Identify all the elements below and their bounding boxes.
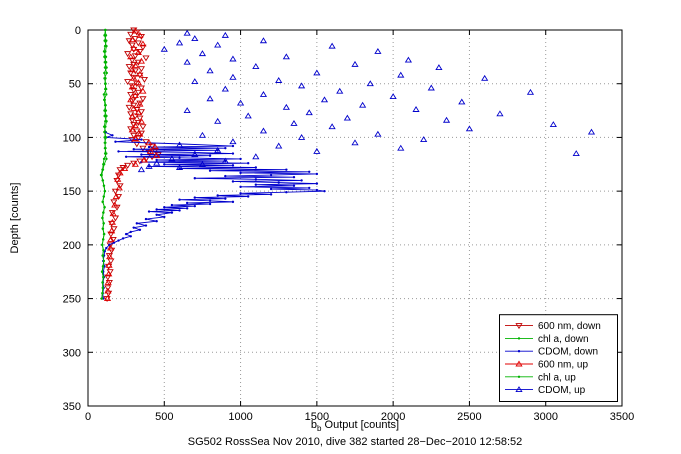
legend-item-cdom-down: CDOM, down xyxy=(505,347,598,358)
legend-item-600-nm-up: 600 nm, up xyxy=(505,360,588,371)
legend-label: 600 nm, up xyxy=(538,360,588,371)
legend-item-chl-a-down: chl a, down xyxy=(505,334,589,345)
svg-text:300: 300 xyxy=(63,347,81,359)
svg-text:0: 0 xyxy=(85,411,91,423)
svg-text:0: 0 xyxy=(75,25,81,37)
legend-item-600-nm-down: 600 nm, down xyxy=(505,321,601,332)
svg-text:200: 200 xyxy=(63,240,81,252)
tick-marks xyxy=(87,29,623,407)
svg-text:500: 500 xyxy=(155,411,173,423)
x-axis-label-rest: Output [counts] xyxy=(321,419,400,431)
series-cdom-up xyxy=(137,29,596,173)
svg-text:250: 250 xyxy=(63,294,81,306)
svg-text:3500: 3500 xyxy=(610,411,634,423)
svg-text:1000: 1000 xyxy=(228,411,252,423)
svg-text:50: 50 xyxy=(69,79,81,91)
svg-text:2500: 2500 xyxy=(457,411,481,423)
legend-label: chl a, up xyxy=(538,372,576,383)
figure-title: SG502 RossSea Nov 2010, dive 382 started… xyxy=(187,436,523,448)
legend: 600 nm, down chl a, down CDOM, down 600 nm,… xyxy=(499,314,618,403)
series-chl-a-up xyxy=(100,28,108,300)
x-axis-label-base: b xyxy=(310,419,318,431)
svg-text:2000: 2000 xyxy=(381,411,405,423)
y-tick-labels: 0 50 100 150 200 250 300 350 xyxy=(63,25,81,413)
axes-box xyxy=(87,29,623,407)
legend-label: CDOM, up xyxy=(538,385,586,396)
y-axis-label: Depth [counts] xyxy=(9,182,21,254)
legend-label: 600 nm, down xyxy=(538,321,601,332)
legend-label: chl a, down xyxy=(538,334,589,345)
series-600-nm-down xyxy=(103,27,162,303)
series-600-nm-up xyxy=(103,27,161,302)
svg-text:1500: 1500 xyxy=(305,411,329,423)
series-cdom-down xyxy=(101,130,326,300)
legend-item-chl-a-up: chl a, up xyxy=(505,372,576,383)
svg-text:350: 350 xyxy=(63,401,81,413)
x-tick-labels: 0 500 1000 1500 2000 2500 3000 3500 xyxy=(85,411,634,423)
svg-text:3000: 3000 xyxy=(533,411,557,423)
svg-text:100: 100 xyxy=(63,132,81,144)
x-axis-label: bb Output [counts] xyxy=(311,419,399,433)
legend-item-cdom-up: CDOM, up xyxy=(505,385,586,396)
gridlines xyxy=(88,30,622,406)
svg-text:150: 150 xyxy=(63,186,81,198)
x-axis-label-subscript: b xyxy=(317,424,322,434)
legend-label: CDOM, down xyxy=(538,347,598,358)
